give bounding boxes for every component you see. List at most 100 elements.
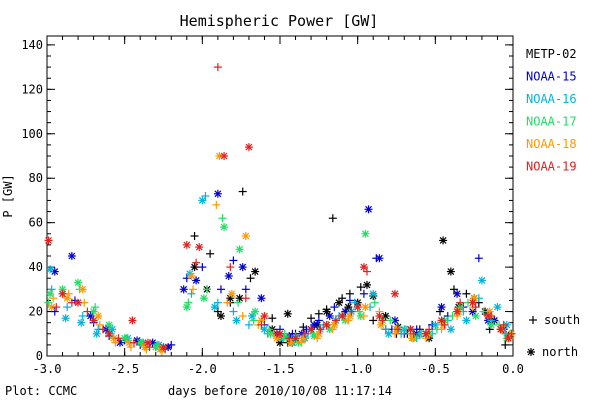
x-axis-label: days before 2010/10/08 11:17:14 [168,384,392,398]
north-point [260,312,269,320]
south-point [114,334,123,343]
south-point [350,298,359,307]
north-point [325,312,334,320]
south-point [218,214,227,223]
south-point [356,283,365,292]
data-points [44,63,537,356]
legend-entry: NOAA-15 [526,70,577,84]
south-point [370,298,379,307]
south-point [345,296,354,305]
south-point [83,307,92,316]
south-point [330,303,339,312]
south-point [440,320,449,329]
north-point [190,263,199,272]
south-point [189,285,198,294]
north-point [220,223,229,232]
south-point [44,298,53,307]
north-point [46,289,55,298]
south-point [98,325,107,334]
legend-north-marker [527,348,535,356]
north-point [257,294,266,303]
x-tick-label: -2.0 [188,362,217,376]
south-point [369,316,378,325]
north-point [74,278,83,287]
north-point [187,272,196,280]
north-point [58,289,67,298]
north-point [198,196,207,205]
north-point [46,265,55,274]
south-point [223,298,232,307]
north-point [446,325,455,334]
north-point [238,263,247,272]
south-point [409,329,418,338]
north-point [105,329,114,338]
north-point [406,325,415,334]
south-point [213,298,222,307]
south-point [328,214,337,223]
north-point [235,245,244,254]
plot-credit: Plot: CCMC [5,384,77,398]
north-point [244,143,253,152]
north-point [78,285,87,294]
north-point [335,298,344,307]
south-point [190,232,199,240]
north-point [369,289,378,298]
north-point [248,312,257,320]
x-tick-label: -3.0 [33,362,62,376]
south-point [206,249,215,258]
north-point [496,325,505,334]
y-tick-label: 140 [21,38,43,52]
north-point [307,325,316,334]
north-point [44,236,53,245]
north-point [344,303,353,312]
south-point [499,320,508,329]
south-point [249,316,258,325]
north-point [376,320,385,329]
north-point [431,320,440,329]
north-point [361,229,370,238]
north-point [375,312,384,320]
north-point [453,307,462,316]
south-point [268,314,277,323]
south-point [244,320,253,329]
south-point [316,325,325,334]
south-point [241,294,250,303]
north-point [195,243,204,252]
legend-entry: NOAA-19 [526,160,577,174]
north-point [408,334,417,343]
north-point [462,316,471,325]
x-tick-label: -1.5 [266,362,295,376]
south-point [229,307,238,316]
north-point [272,334,281,343]
north-point [437,303,446,312]
north-point [276,329,284,338]
north-point [92,329,101,338]
chart-title: Hemispheric Power [GW] [180,12,379,30]
south-point [257,320,266,329]
north-point [220,152,229,160]
north-point [322,307,331,316]
y-tick-label: 80 [29,171,43,185]
south-point [394,325,403,334]
south-point [314,309,323,318]
north-point [364,205,373,214]
y-tick-label: 0 [36,349,43,363]
south-point [212,200,221,209]
south-point [213,307,222,316]
south-point [507,329,516,338]
north-point [105,320,114,329]
north-point [484,312,493,320]
north-point [390,289,399,298]
north-point [241,232,250,240]
axes: -3.0 -2.5 -2.0 -1.5 -1.0 -0.5 0.0 0 20 40 60 80 100 1… [21,36,524,376]
north-point [439,236,448,245]
north-point [338,312,347,320]
north-point [199,294,208,303]
north-point [283,309,292,318]
north-point [446,267,455,276]
north-point [291,334,300,343]
south-point [202,285,211,294]
south-point [50,307,59,316]
legend-entry: NOAA-17 [526,115,577,129]
